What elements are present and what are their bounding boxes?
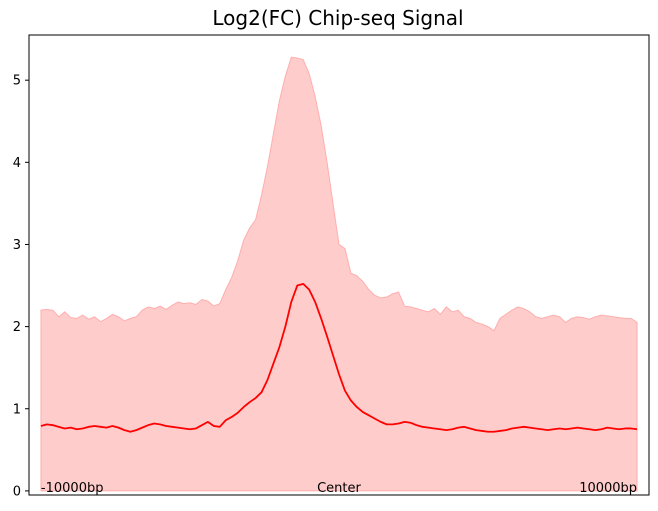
y-tick-label: 2 bbox=[13, 320, 21, 335]
y-tick-label: 0 bbox=[13, 484, 21, 499]
y-tick-label: 1 bbox=[13, 402, 21, 417]
plot-frame bbox=[28, 34, 650, 496]
signal-line bbox=[40, 282, 638, 433]
y-axis: 0 1 2 3 4 5 bbox=[13, 74, 29, 499]
x-position-label: -10000bp bbox=[41, 481, 104, 496]
x-position-labels: -10000bp Center 10000bp bbox=[41, 481, 637, 496]
confidence-band bbox=[40, 56, 638, 492]
chart-title: Log2(FC) Chip-seq Signal bbox=[212, 6, 463, 30]
y-tick-label: 3 bbox=[13, 238, 21, 253]
x-position-label: Center bbox=[317, 481, 361, 496]
band-layer bbox=[40, 56, 638, 492]
y-tick-label: 5 bbox=[13, 74, 21, 89]
y-tick-label: 4 bbox=[13, 156, 21, 171]
x-position-label: 10000bp bbox=[579, 481, 637, 496]
line-layer bbox=[40, 282, 638, 433]
